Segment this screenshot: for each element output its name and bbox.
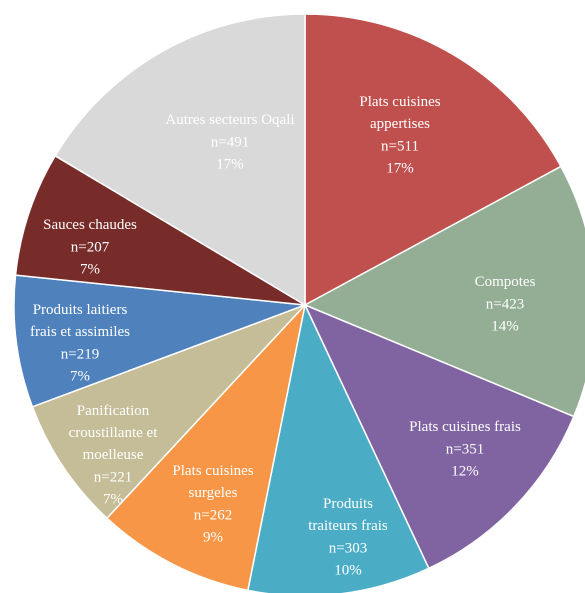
value-label: n=262 <box>194 507 232 523</box>
percentage-label: 14% <box>491 318 519 334</box>
value-label: n=491 <box>211 134 249 150</box>
percentage-label: 7% <box>80 261 100 277</box>
percentage-label: 9% <box>203 529 223 545</box>
slice-label: Sauces chaudes <box>43 217 137 233</box>
percentage-label: 12% <box>451 463 479 479</box>
slice-label: Plats cuisines appertises <box>359 94 440 132</box>
slice-label: Autres secteurs Oqali <box>165 112 294 128</box>
value-label: n=207 <box>71 239 110 255</box>
pie-slice <box>14 154 306 306</box>
pie-slice <box>303 165 585 418</box>
value-label: n=303 <box>329 540 367 556</box>
value-label: n=351 <box>446 441 484 457</box>
value-label: n=511 <box>381 138 419 154</box>
pie-slice <box>31 304 306 520</box>
pie-slice <box>54 13 306 307</box>
pie-slice <box>304 13 562 307</box>
percentage-label: 17% <box>386 160 414 176</box>
value-label: n=219 <box>61 346 99 362</box>
slice-label: Produits traiteurs frais <box>308 496 388 534</box>
slice-label: Produits laitiers frais et assimiles <box>30 302 130 340</box>
slice-label: Plats cuisines surgeles <box>172 463 253 501</box>
pie-slice <box>303 303 575 570</box>
percentage-label: 7% <box>103 491 123 507</box>
value-label: n=423 <box>486 296 524 312</box>
pie-slice <box>13 274 306 408</box>
pie-slice <box>105 302 307 592</box>
slice-label: Plats cuisines frais <box>409 419 521 435</box>
slice-label: Compotes <box>475 274 536 290</box>
percentage-label: 17% <box>216 156 244 172</box>
slice-label: Panification croustillante et moelleuse <box>69 403 159 463</box>
percentage-label: 7% <box>70 368 90 384</box>
percentage-label: 10% <box>334 562 362 578</box>
value-label: n=221 <box>94 469 132 485</box>
